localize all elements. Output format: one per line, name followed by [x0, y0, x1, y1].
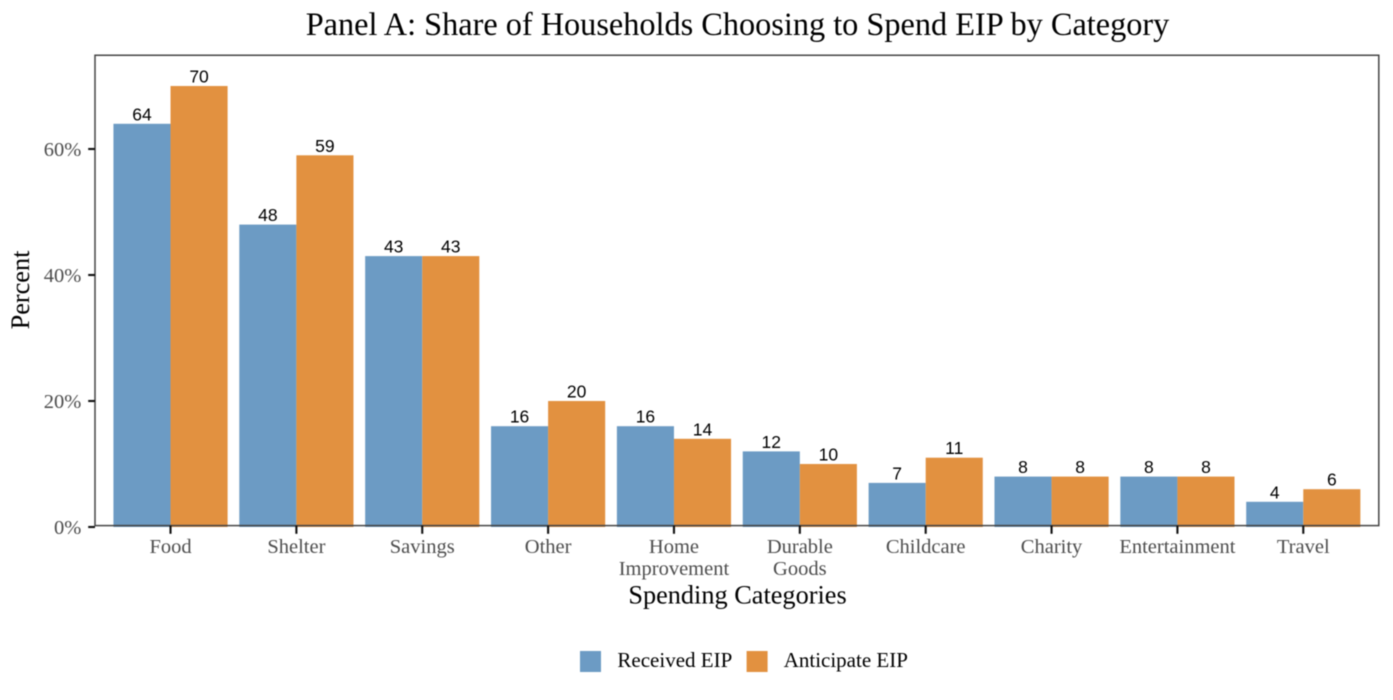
svg-text:7: 7 [892, 463, 902, 483]
svg-text:8: 8 [1075, 457, 1085, 477]
svg-text:14: 14 [693, 419, 713, 439]
svg-text:0%: 0% [54, 517, 81, 539]
svg-text:59: 59 [315, 136, 334, 156]
svg-text:6: 6 [1327, 470, 1337, 490]
svg-text:Entertainment: Entertainment [1119, 536, 1235, 558]
svg-text:8: 8 [1144, 457, 1154, 477]
svg-text:12: 12 [762, 432, 781, 452]
svg-text:Food: Food [149, 536, 191, 558]
svg-text:Other: Other [525, 536, 572, 558]
svg-text:8: 8 [1201, 457, 1211, 477]
svg-text:Improvement: Improvement [619, 558, 730, 580]
svg-text:70: 70 [189, 67, 209, 87]
svg-text:16: 16 [510, 407, 529, 427]
svg-text:11: 11 [945, 438, 963, 458]
svg-text:60%: 60% [44, 139, 82, 161]
svg-text:Goods: Goods [773, 558, 827, 580]
svg-text:16: 16 [636, 407, 655, 427]
svg-text:40%: 40% [44, 265, 82, 287]
svg-text:Spending Categories: Spending Categories [628, 580, 846, 609]
svg-text:Charity: Charity [1021, 536, 1083, 558]
svg-text:20: 20 [567, 382, 587, 402]
svg-text:Panel A: Share of Households C: Panel A: Share of Households Choosing to… [306, 6, 1170, 42]
svg-text:Anticipate EIP: Anticipate EIP [784, 648, 908, 672]
svg-text:Received EIP: Received EIP [617, 648, 732, 672]
svg-text:43: 43 [384, 237, 403, 257]
svg-text:Percent: Percent [6, 250, 35, 330]
svg-text:20%: 20% [44, 391, 82, 413]
svg-text:Durable: Durable [767, 536, 833, 558]
svg-text:Travel: Travel [1277, 536, 1330, 558]
svg-text:8: 8 [1018, 457, 1028, 477]
svg-text:Home: Home [649, 536, 699, 558]
svg-text:48: 48 [258, 205, 277, 225]
svg-text:Shelter: Shelter [267, 536, 325, 558]
svg-text:Childcare: Childcare [886, 536, 966, 558]
svg-text:64: 64 [132, 104, 152, 124]
svg-text:Savings: Savings [390, 536, 455, 558]
svg-text:43: 43 [441, 237, 460, 257]
svg-text:10: 10 [819, 445, 839, 465]
svg-text:4: 4 [1270, 482, 1280, 502]
